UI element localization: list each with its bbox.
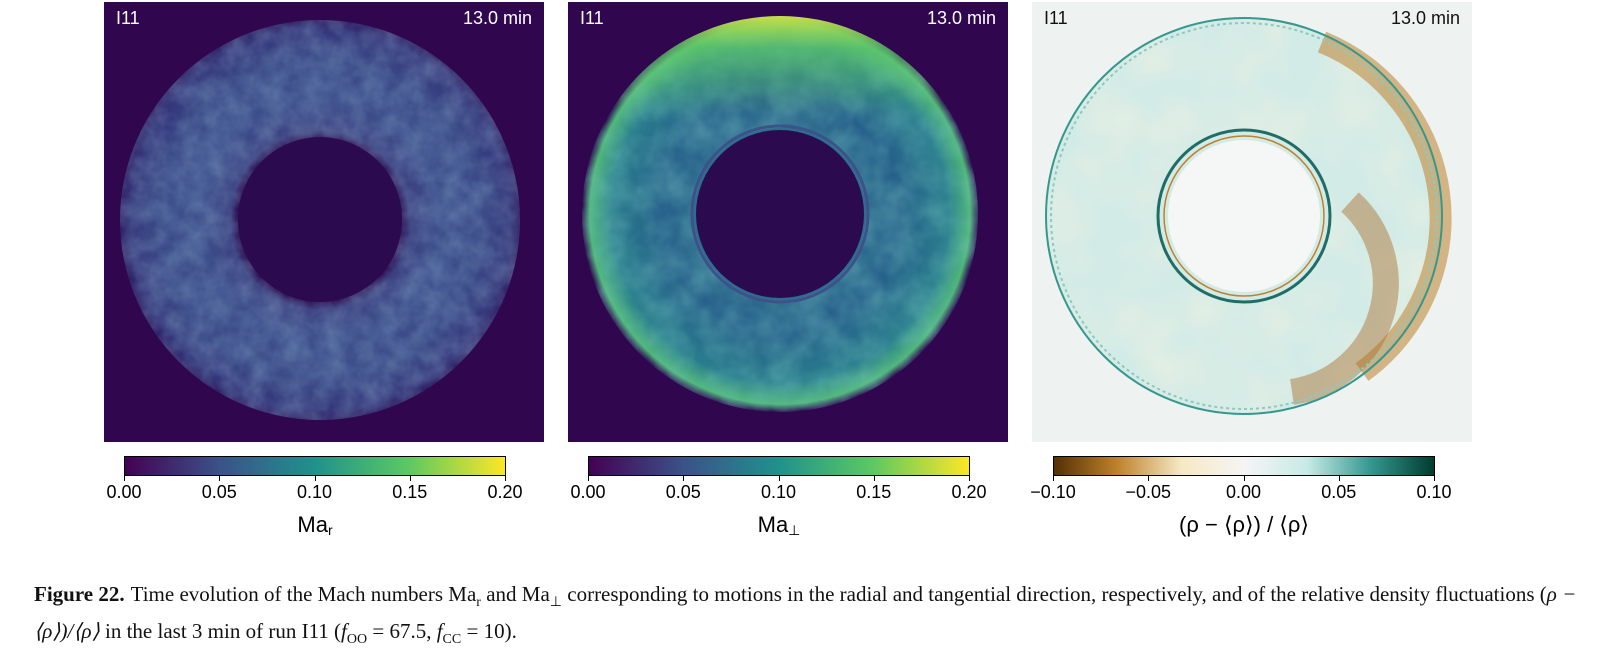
colorbar-title-main: Ma <box>297 512 328 537</box>
panel-density-fluctuations: I11 13.0 min <box>1032 2 1472 442</box>
colorbar-tick <box>314 476 316 481</box>
colorbar-tick-label: 0.20 <box>487 482 523 502</box>
panel-run-label: I11 <box>1044 8 1068 28</box>
panel-time-label: 13.0 min <box>1390 8 1460 28</box>
panel-time-label: 13.0 min <box>926 8 996 28</box>
panel-run-label: I11 <box>116 8 140 28</box>
colorbar-tick-label: 0.15 <box>392 482 428 502</box>
caption-text: = 67.5, <box>367 619 437 644</box>
colorbar-title: (ρ − ⟨ρ⟩) / ⟨ρ⟩ <box>1179 512 1309 538</box>
caption-text: in the last 3 min of run I11 ( <box>99 619 342 644</box>
colorbar-tick <box>1148 476 1150 481</box>
mach-radial-map <box>104 2 544 442</box>
colorbar-tick <box>873 476 875 481</box>
colorbar-tick <box>588 476 589 481</box>
colorbar-tick <box>969 476 970 481</box>
colorbar-title-main: (ρ − ⟨ρ⟩) / ⟨ρ⟩ <box>1179 512 1309 537</box>
caption-math: ρ − ⟨ρ⟩)/⟨ρ⟩ <box>34 582 1577 644</box>
caption-math: f <box>436 619 443 644</box>
panel-run-label: I11 <box>580 8 604 28</box>
mach-tangential-map <box>568 2 1008 442</box>
colorbar-tick <box>1243 476 1245 481</box>
colorbar-tick-label: 0.05 <box>201 482 237 502</box>
caption-text: = 10). <box>461 619 517 644</box>
colorbar-tick-label: 0.00 <box>106 482 142 502</box>
colorbar-1 <box>124 456 506 476</box>
colorbar-tick-label: 0.05 <box>1321 482 1357 502</box>
colorbar-tick-label: 0.10 <box>1416 482 1452 502</box>
colorbar-tick <box>1338 476 1340 481</box>
colorbar-title-sub: ⊥ <box>788 522 801 538</box>
caption-text: Time evolution of the Mach numbers Ma <box>130 582 477 606</box>
caption-text: corresponding to motions in the radial a… <box>562 582 1547 606</box>
colorbar-tick-label: 0.05 <box>665 482 701 502</box>
colorbar-tick <box>683 476 685 481</box>
colorbar-tick-label: −0.10 <box>1030 482 1076 502</box>
colorbar-tick-label: −0.05 <box>1125 482 1172 502</box>
colorbar-tick <box>409 476 411 481</box>
colorbar-title: Ma⊥ <box>758 512 801 539</box>
colorbar-tick <box>505 476 506 481</box>
colorbar-tick-label: 0.10 <box>296 482 333 502</box>
caption-sub: r <box>476 595 481 611</box>
colorbar-tick-label: 0.15 <box>856 482 892 502</box>
colorbar-tick-label: 0.00 <box>570 482 606 502</box>
colorbar-tick-label: 0.00 <box>1225 482 1262 502</box>
caption-label: Figure 22. <box>34 582 125 606</box>
panel-time-label: 13.0 min <box>462 8 532 28</box>
caption-sub: OO <box>346 632 368 648</box>
colorbar-title: Mar <box>297 512 332 538</box>
caption-sub: CC <box>442 632 462 648</box>
colorbar-tick <box>778 476 780 481</box>
caption-math: f <box>341 619 347 644</box>
density-fluctuation-map <box>1032 2 1472 442</box>
colorbar-title-sub: r <box>327 522 333 538</box>
colorbar-2 <box>588 456 970 476</box>
colorbar-tick <box>219 476 221 481</box>
colorbar-tick <box>1434 476 1435 481</box>
colorbar-tick <box>1053 476 1054 481</box>
colorbar-tick-label: 0.20 <box>951 482 987 502</box>
colorbar-3 <box>1053 456 1435 476</box>
caption-text: and Ma <box>480 582 550 606</box>
colorbar-title-main: Ma <box>757 512 789 537</box>
figure-caption: Figure 22. Time evolution of the Mach num… <box>34 580 1594 654</box>
colorbar-tick <box>124 476 125 481</box>
caption-sub: ⊥ <box>549 595 562 611</box>
panel-mach-radial: I11 13.0 min <box>104 2 544 442</box>
panel-mach-tangential: I11 13.0 min <box>568 2 1008 442</box>
colorbar-tick-label: 0.10 <box>760 482 797 502</box>
